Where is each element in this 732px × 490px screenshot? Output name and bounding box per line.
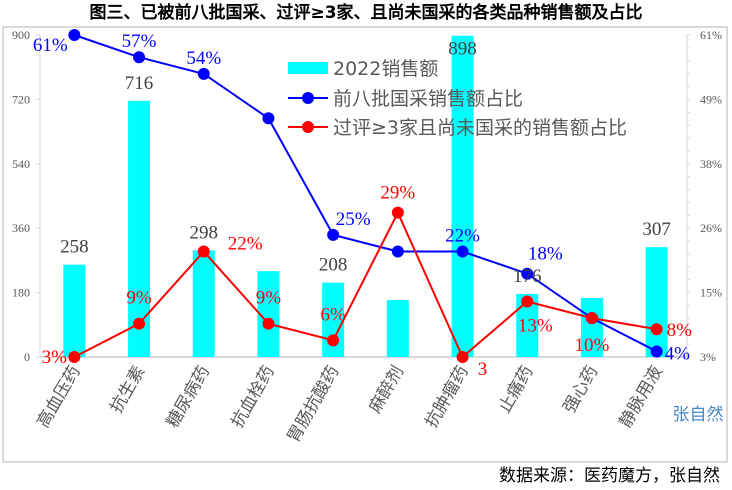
y-right-tick-label: 15% [700,286,722,300]
y-right-tick-label: 38% [700,157,722,171]
y-right-tick-label: 3% [700,350,716,364]
x-tick-label: 糖尿病药 [163,363,214,432]
line-point [262,112,275,125]
line-data-label: 54% [186,48,221,69]
line-point [456,351,469,363]
bar-data-label: 298 [190,222,219,243]
legend-label: 2022销售额 [333,58,438,80]
x-tick-label: 静脉用液 [616,363,667,432]
legend-label: 前八批国采销售额占比 [333,88,523,110]
line-point [456,245,469,258]
line-data-label: 6% [320,304,346,325]
line-point [68,29,81,41]
line-point [391,245,404,258]
line-data-label: 10% [575,335,610,356]
x-tick-label: 抗肿瘤药 [422,363,473,432]
y-left-tick-label: 0 [24,350,30,364]
x-tick-label: 高血压药 [33,363,84,432]
line-point [133,51,146,64]
bar [516,294,539,357]
line-point [327,334,340,347]
y-left-tick-label: 180 [12,286,30,300]
bar-data-label: 898 [448,39,477,60]
line-data-label: 3% [42,347,68,368]
bar-data-label: 208 [319,255,348,276]
legend-swatch-bar [288,62,328,74]
line-point [650,323,663,336]
y-left-tick-label: 720 [12,92,30,106]
source-note: 数据来源：医药魔方，张自然 [499,466,720,486]
line-data-label: 18% [528,244,563,265]
line-point [262,317,275,330]
bar-data-label: 258 [60,237,89,258]
line-data-label: 9% [126,288,152,309]
bar [386,300,409,357]
bar [63,264,86,357]
line-point [197,245,210,258]
bar [257,271,280,357]
line-data-label: 4% [665,343,691,364]
legend-swatch-marker [302,121,314,133]
y-left-tick-label: 360 [12,221,30,235]
line-point [391,206,404,219]
line-data-label: 22% [445,226,480,247]
legend-swatch-marker [302,92,314,104]
legend-label: 过评≥3家且尚未国采的销售额占比 [333,117,627,139]
bar [192,250,215,357]
line-data-label: 9% [256,288,282,309]
line-data-label: 13% [518,315,553,336]
line-series-1 [74,34,658,353]
bar [451,35,474,358]
line-data-label: 22% [228,234,263,255]
line-data-label: 61% [33,35,68,56]
y-right-tick-label: 61% [700,28,722,42]
y-right-tick-label: 26% [700,221,722,235]
x-tick-label: 麻醉剂 [365,363,408,417]
line-data-label: 8% [667,320,693,341]
bar-data-label: 716 [125,73,154,94]
line-point [585,312,598,325]
bar [580,297,603,357]
bar [645,247,668,357]
y-left-tick-label: 900 [12,28,30,42]
x-tick-label: 抗血栓药 [227,363,278,432]
x-tick-label: 抗生素 [107,363,150,417]
bar [128,100,151,357]
x-tick-label: 强心药 [559,363,602,417]
x-tick-label: 止痛药 [495,363,538,417]
line-point [68,351,81,363]
line-point [327,228,340,241]
line-data-label: 25% [336,209,371,230]
line-series-2 [73,210,657,359]
bar-data-label: 176 [513,266,542,287]
y-right-tick-label: 49% [700,92,722,106]
line-point [521,295,534,308]
y-left-tick-label: 540 [12,157,30,171]
line-point [521,267,534,280]
line-data-label: 57% [122,31,157,52]
bar-data-label: 307 [642,219,671,240]
chart-title: 图三、已被前八批国采、过评≥3家、且尚未国采的各类品种销售额及占比 [89,2,642,23]
line-data-label: 3 [478,359,488,380]
chart-frame [2,26,728,463]
watermark: 张自然 [673,405,724,425]
x-tick-label: 胃肠抗酸药 [284,363,344,447]
line-data-label: 29% [380,183,415,204]
line-point [133,317,146,330]
line-point [650,345,663,358]
line-point [197,67,210,80]
